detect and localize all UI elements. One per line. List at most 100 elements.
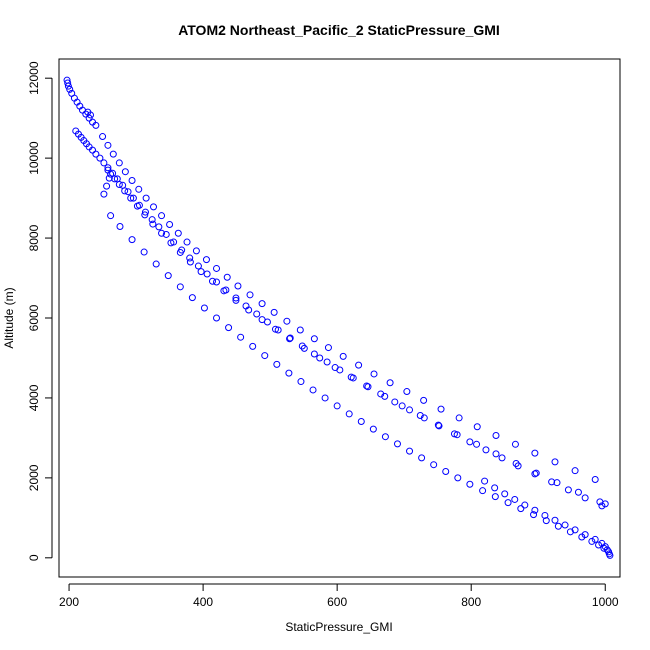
data-point-0-208 (116, 222, 124, 230)
data-point-0-203 (176, 283, 184, 291)
data-point-0-133 (331, 364, 339, 372)
y-tick-label-10000: 10000 (27, 141, 41, 175)
data-point-0-34 (155, 223, 163, 231)
data-point-0-183 (418, 454, 426, 462)
data-point-0-38 (186, 254, 194, 262)
data-point-0-154 (531, 506, 539, 514)
data-point-0-146 (574, 488, 582, 496)
data-point-0-148 (601, 500, 609, 508)
data-point-0-124 (208, 277, 216, 285)
data-point-0-54 (363, 382, 371, 390)
y-axis: 0 2000 4000 6000 8000 10000 12000 (27, 61, 53, 561)
data-points (63, 76, 614, 559)
data-point-0-180 (454, 474, 462, 482)
data-point-0-65 (531, 470, 539, 478)
data-point-0-80 (166, 220, 174, 228)
data-point-0-61 (466, 438, 474, 446)
data-point-0-63 (498, 454, 506, 462)
data-point-0-88 (246, 291, 254, 299)
data-point-0-122 (186, 258, 194, 266)
data-point-0-185 (393, 440, 401, 448)
data-point-0-186 (381, 433, 389, 441)
data-point-0-74 (121, 168, 129, 176)
y-axis-label: Altitude (m) (2, 287, 16, 348)
data-point-0-125 (220, 287, 228, 295)
data-point-0-151 (501, 490, 509, 498)
data-point-0-174 (530, 511, 538, 519)
data-point-0-163 (603, 546, 611, 554)
data-point-0-66 (548, 478, 556, 486)
data-point-0-118 (149, 220, 157, 228)
data-point-0-105 (511, 440, 519, 448)
data-point-0-201 (200, 304, 208, 312)
data-point-0-85 (213, 264, 221, 272)
x-axis-label: StaticPressure_GMI (285, 620, 392, 634)
data-point-0-177 (491, 493, 499, 501)
x-tick-label-600: 600 (327, 595, 347, 609)
data-point-0-179 (466, 480, 474, 488)
data-point-0-29 (124, 188, 132, 196)
data-point-0-106 (531, 449, 539, 457)
data-point-0-71 (104, 141, 112, 149)
data-point-0-83 (192, 247, 200, 255)
data-point-0-104 (492, 432, 500, 440)
data-point-0-211 (103, 182, 111, 190)
data-point-0-182 (430, 461, 438, 469)
data-point-0-136 (381, 392, 389, 400)
chart-title: ATOM2 Northeast_Pacific_2 StaticPressure… (178, 22, 500, 38)
data-point-0-139 (434, 421, 442, 429)
data-point-0-51 (323, 358, 331, 366)
data-point-0-207 (128, 236, 136, 244)
data-point-0-68 (581, 494, 589, 502)
data-point-0-202 (188, 294, 196, 302)
data-point-0-121 (176, 248, 184, 256)
data-point-0-138 (416, 412, 424, 420)
data-point-0-206 (140, 248, 148, 256)
data-point-0-212 (105, 174, 113, 182)
data-point-0-117 (141, 211, 149, 219)
data-point-0-188 (357, 418, 365, 426)
data-point-0-108 (571, 467, 579, 475)
data-point-0-168 (595, 541, 603, 549)
data-point-0-176 (504, 499, 512, 507)
data-point-0-140 (453, 431, 461, 439)
y-tick-label-12000: 12000 (27, 61, 41, 95)
data-point-0-89 (258, 300, 266, 308)
data-point-0-77 (142, 194, 150, 202)
data-point-0-153 (521, 501, 529, 509)
data-point-0-113 (115, 181, 123, 188)
data-point-0-152 (511, 495, 519, 503)
data-point-0-141 (473, 440, 481, 448)
data-point-0-2 (64, 82, 72, 90)
data-point-0-149 (481, 477, 489, 485)
y-tick-label-6000: 6000 (27, 304, 41, 331)
data-point-0-86 (223, 273, 231, 281)
data-point-0-167 (600, 544, 608, 552)
data-point-0-81 (174, 229, 182, 237)
data-point-0-129 (271, 325, 279, 333)
data-point-0-137 (398, 402, 406, 410)
data-point-0-114 (121, 187, 129, 195)
data-point-0-95 (339, 352, 347, 360)
data-point-0-197 (249, 342, 257, 350)
data-point-0-24 (100, 159, 108, 167)
data-point-0-1 (64, 79, 72, 87)
data-point-0-93 (310, 335, 318, 343)
data-point-0-123 (197, 268, 205, 276)
data-point-0-79 (158, 212, 166, 220)
data-point-0-50 (310, 350, 318, 358)
data-point-0-190 (333, 402, 341, 410)
x-tick-label-800: 800 (461, 595, 481, 609)
data-point-0-94 (324, 344, 332, 352)
data-point-0-175 (517, 505, 525, 513)
plot-frame (58, 58, 621, 578)
data-point-0-3 (66, 85, 74, 93)
data-point-0-191 (321, 394, 329, 402)
data-point-0-132 (316, 354, 324, 362)
data-point-0-14 (87, 111, 94, 119)
data-point-0-62 (482, 446, 490, 454)
data-point-0-70 (99, 133, 107, 141)
data-point-0-209 (107, 212, 115, 220)
x-tick-label-1000: 1000 (592, 595, 619, 609)
